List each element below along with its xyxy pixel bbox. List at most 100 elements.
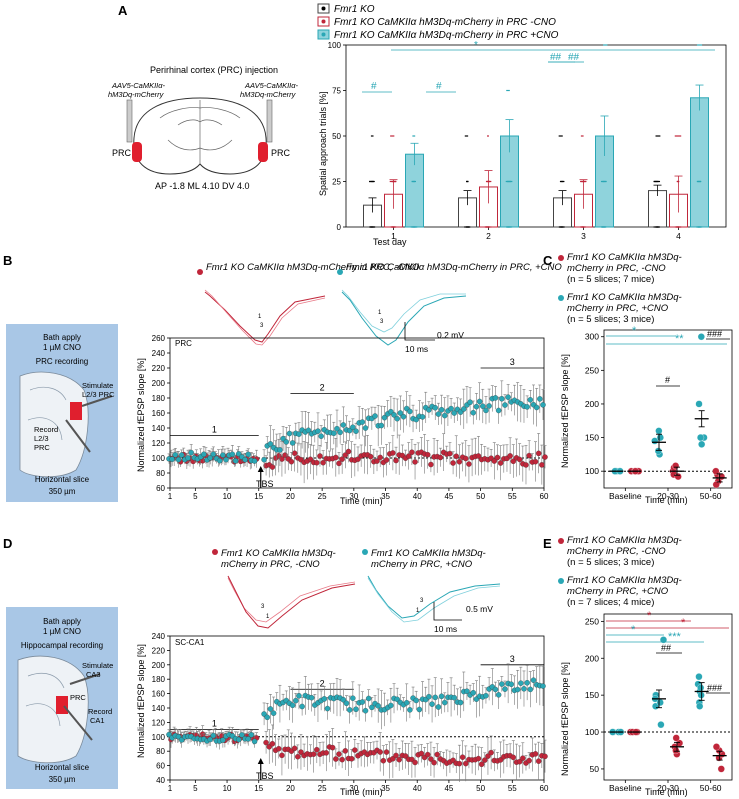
- svg-text:1: 1: [416, 608, 420, 614]
- point-plus-cno: [286, 430, 293, 437]
- trace-d-teal-label-2: mCherry in PRC, +CNO: [371, 559, 473, 570]
- record-electrode-b: [65, 419, 91, 453]
- trace-d-teal-3: [367, 575, 501, 619]
- method-box-d: Bath apply 1 µM CNO Hippocampal recordin…: [6, 607, 118, 789]
- ytick-label: 250: [585, 616, 599, 626]
- xtick-label: 30: [349, 492, 358, 501]
- point-plus-cno: [340, 422, 347, 428]
- chart-a-xtick-label: 2: [486, 231, 491, 241]
- point-plus-cno: [480, 403, 486, 409]
- syringe-left: [126, 99, 133, 143]
- legend-e-teal-1: Fmr1 KO CaMKIIα hM3Dq-: [567, 575, 682, 586]
- ytick-label: 180: [152, 675, 166, 684]
- box-d-line1: Bath apply: [43, 617, 81, 626]
- point-minus-cno: [488, 749, 494, 756]
- point-plus-cno: [473, 403, 480, 410]
- point-minus-cno: [409, 449, 415, 456]
- point-plus-cno: [267, 441, 274, 447]
- point-minus-cno: [367, 453, 374, 460]
- panel-letter-c: C: [543, 253, 553, 268]
- chart-a-ytick-label: 25: [332, 178, 341, 187]
- point-plus-cno: [502, 686, 508, 692]
- point-plus-cno: [499, 395, 505, 402]
- ytick-label: 160: [152, 690, 166, 699]
- point-minus-cno: [291, 450, 298, 456]
- trace-d-red-1: [227, 575, 356, 629]
- ytick-label: 140: [152, 704, 166, 713]
- sig-a-hashes-1: ##: [550, 52, 562, 63]
- box-b-rec-3: PRC: [34, 443, 50, 452]
- point-plus-cno: [470, 690, 477, 696]
- point-plus-cno: [464, 688, 470, 694]
- point-minus-cno: [516, 758, 523, 765]
- point-minus-cno: [336, 460, 342, 467]
- box-b-line1: Bath apply: [43, 333, 81, 342]
- sig-a-hash-1: #: [371, 81, 377, 92]
- tbs-arrowhead: [257, 758, 264, 764]
- point-plus-cno: [321, 696, 328, 702]
- xtick-label: 45: [444, 784, 453, 793]
- ytick-label: 200: [152, 379, 166, 388]
- point-minus-cno: [377, 749, 383, 755]
- point-minus-cno: [377, 454, 383, 461]
- point-minus-cno: [269, 464, 276, 470]
- virus-label-left-1: AAV5-CaMKIIα-: [111, 81, 166, 90]
- point-minus-cno: [532, 458, 539, 465]
- xtick-label: 35: [381, 784, 390, 793]
- xtick-label: 15: [254, 492, 263, 501]
- ytick-label: 40: [156, 776, 165, 785]
- point-plus-cno: [403, 699, 410, 706]
- point-plus-cno: [353, 428, 359, 434]
- point-plus-cno: [514, 686, 521, 693]
- point-plus-cno: [378, 422, 385, 429]
- point-minus-cno: [428, 756, 434, 762]
- point-plus-cno: [438, 406, 445, 413]
- ytick-label: 200: [152, 661, 166, 670]
- point-plus-cno: [697, 333, 705, 341]
- xtick-label: 25: [318, 784, 327, 793]
- period-label: 2: [320, 678, 325, 688]
- tbs-arrowhead: [257, 466, 264, 472]
- ytick-label: 100: [152, 733, 166, 742]
- point-plus-cno: [216, 457, 223, 464]
- point-plus-cno: [441, 412, 448, 419]
- xtick-label: 50-60: [700, 491, 722, 501]
- point-minus-cno: [342, 748, 349, 754]
- chart-d-ylabel: Normalized fEPSP slope [%]: [136, 644, 146, 758]
- point-plus-cno: [207, 455, 213, 461]
- point-plus-cno: [697, 684, 705, 692]
- sig-e-red-star-1: *: [647, 610, 652, 622]
- point-minus-cno: [674, 473, 682, 481]
- xtick-label: 40: [413, 784, 422, 793]
- point-minus-cno: [478, 761, 485, 768]
- sig-c-hhh: ###: [707, 329, 722, 339]
- point-minus-cno: [712, 467, 720, 475]
- point-plus-cno: [337, 429, 343, 436]
- prc-label-right: PRC: [271, 148, 291, 158]
- sig-a-hashes-2: ##: [568, 52, 580, 63]
- point-plus-cno: [242, 456, 248, 463]
- chart-e: 50 100 150 200 250 Baseline 20-30 50-60 Time (m…: [560, 610, 733, 797]
- virus-label-left-2: hM3Dq-mCherry: [108, 90, 165, 99]
- point-plus-cno: [210, 451, 217, 457]
- point-minus-cno: [482, 757, 488, 763]
- ytick-label: 100: [585, 727, 599, 737]
- point-minus-cno: [431, 759, 437, 766]
- point-minus-cno: [459, 754, 466, 760]
- point-minus-cno: [475, 755, 482, 762]
- point-minus-cno: [317, 453, 323, 459]
- point-plus-cno: [229, 451, 236, 458]
- point-plus-cno: [426, 693, 432, 700]
- point-plus-cno: [441, 699, 448, 706]
- point-plus-cno: [419, 414, 426, 420]
- chart-a-xlabel: Test day: [373, 237, 407, 247]
- ytick-label: 160: [152, 409, 166, 418]
- stim-electrode-d: [69, 673, 101, 685]
- xtick-label: 55: [508, 784, 517, 793]
- point-minus-cno: [437, 454, 444, 461]
- point-minus-cno: [434, 751, 440, 758]
- point-minus-cno: [712, 481, 720, 489]
- ytick-label: 200: [585, 653, 599, 663]
- stim-electrode-b: [81, 395, 113, 407]
